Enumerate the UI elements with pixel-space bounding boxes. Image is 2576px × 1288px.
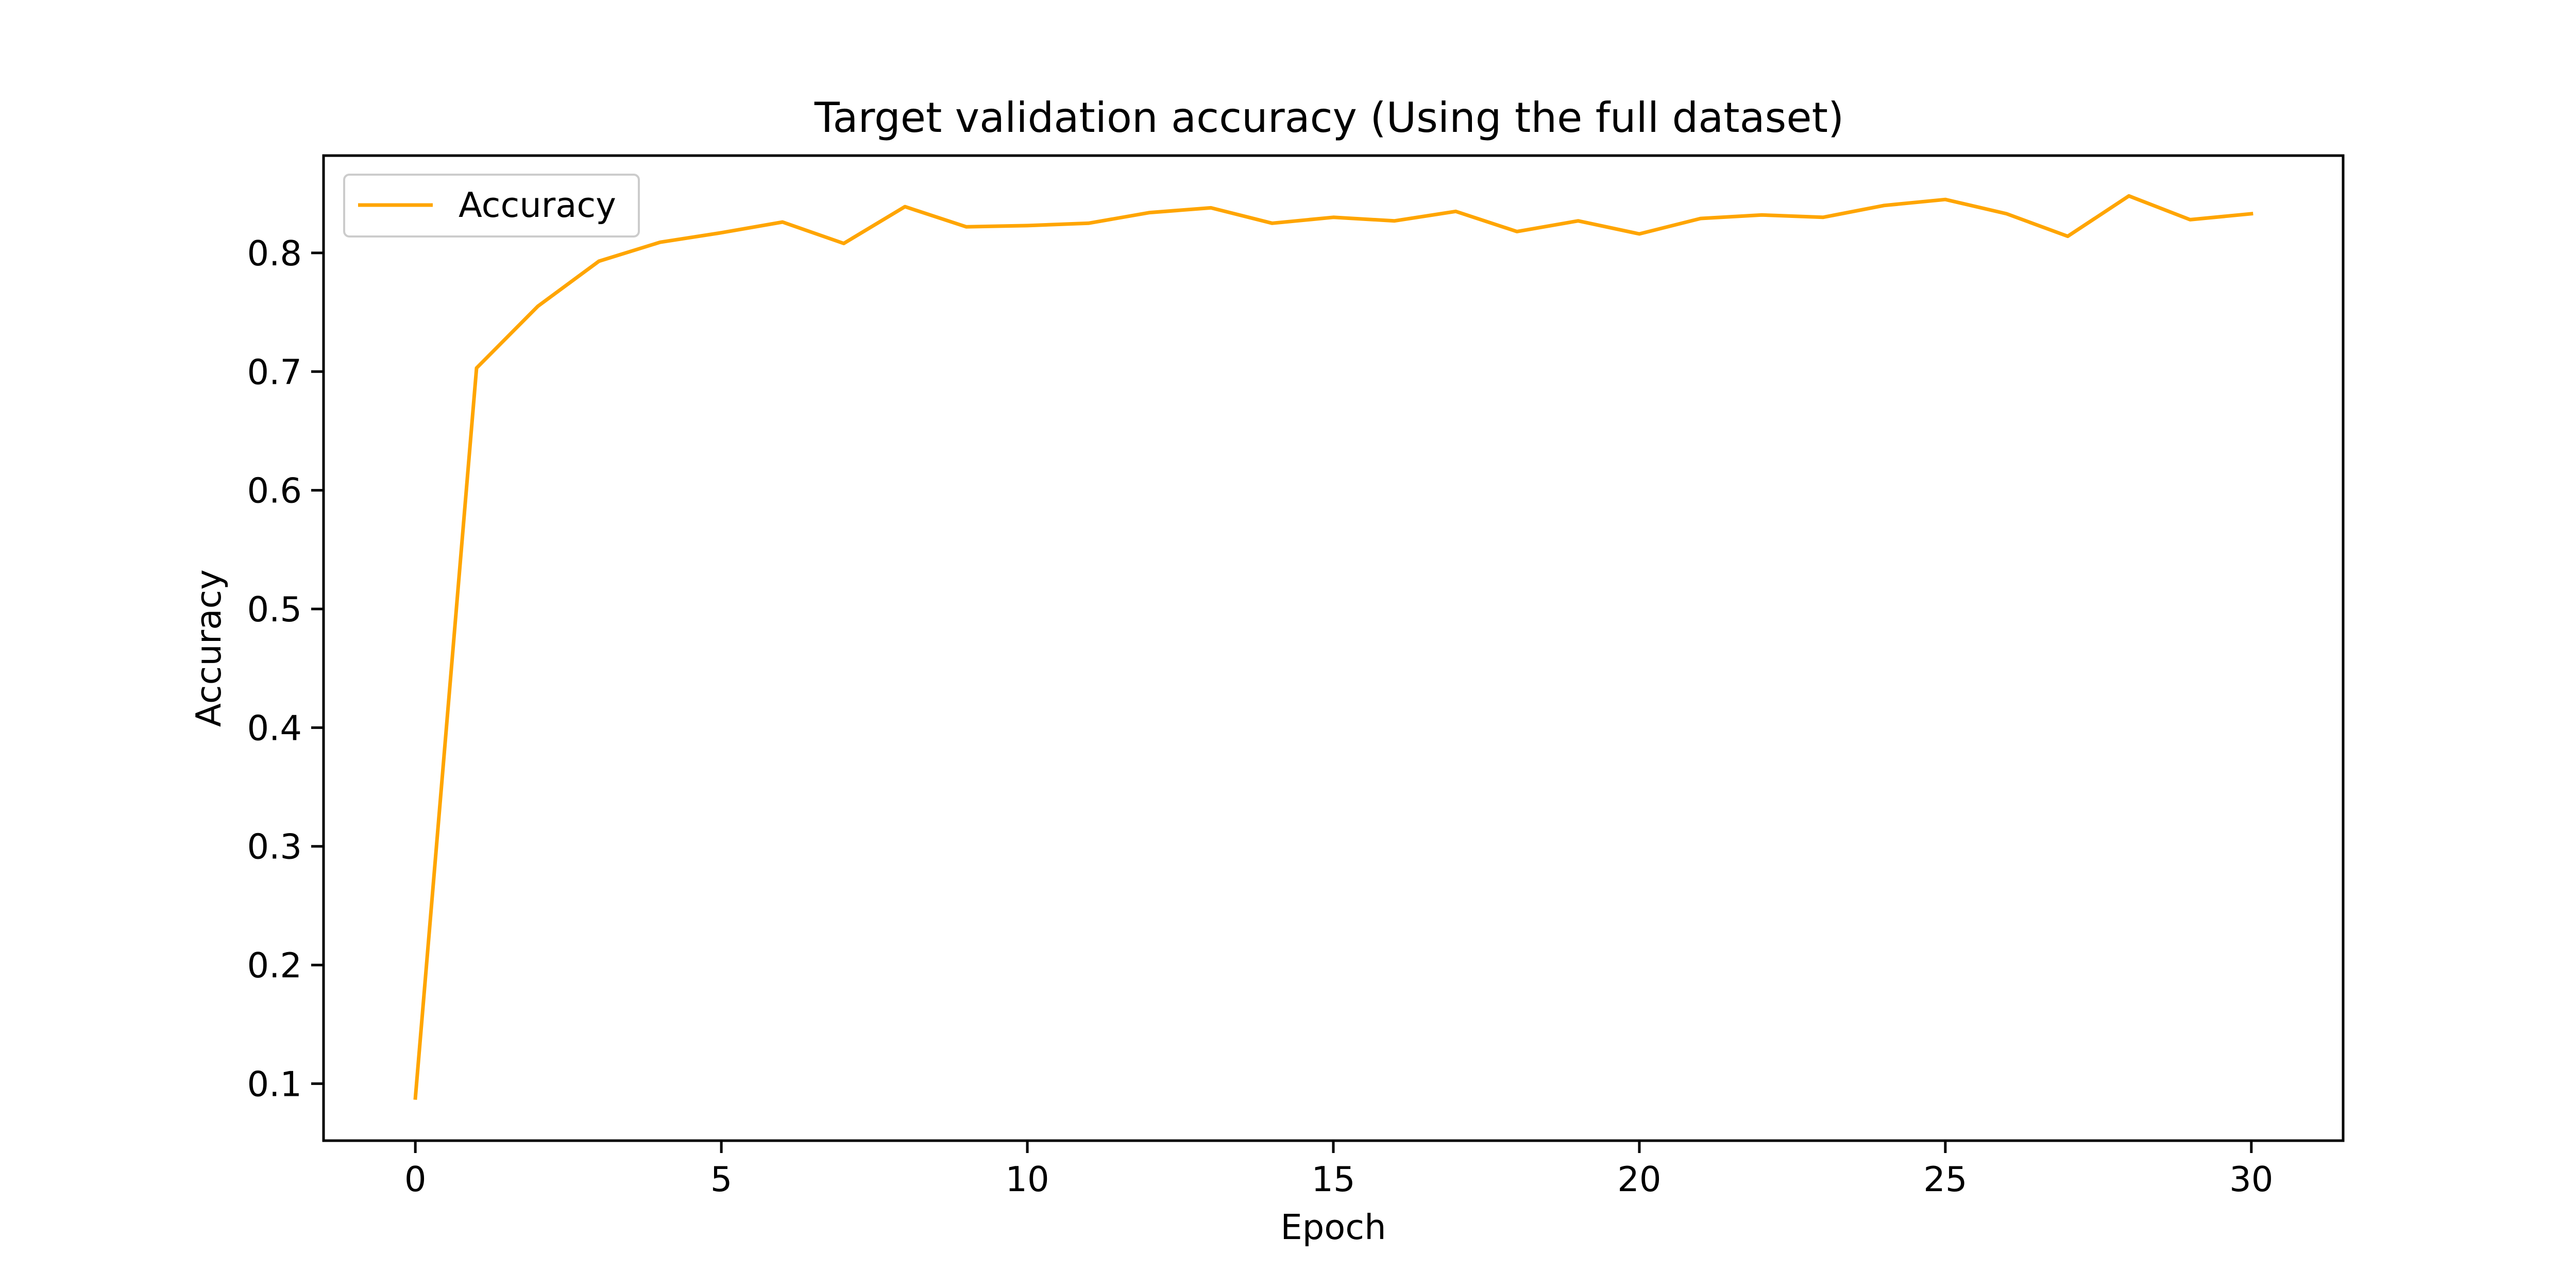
data-point (537, 306, 538, 307)
legend-box (343, 174, 640, 238)
x-tick-label: 0 (404, 1159, 427, 1199)
data-point (1884, 205, 1885, 206)
plot-area (413, 194, 2253, 1100)
x-tick-label: 25 (1923, 1159, 1967, 1199)
data-point (1455, 211, 1456, 212)
y-tick-label: 0.3 (247, 827, 302, 867)
chart-title: Target validation accuracy (Using the fu… (814, 94, 1844, 142)
data-point (2190, 219, 2191, 220)
data-point (843, 243, 844, 244)
x-tick-label: 30 (2229, 1159, 2273, 1199)
x-tick-label: 15 (1311, 1159, 1355, 1199)
y-tick-label: 0.7 (247, 352, 302, 392)
x-axis: 0 5 10 15 20 25 30 (404, 1141, 2273, 1199)
y-axis: 0.1 0.2 0.3 0.4 0.5 0.6 0.7 0.8 (247, 233, 324, 1104)
series-line-accuracy (413, 194, 2253, 1100)
legend: Accuracy (343, 174, 640, 238)
y-tick-label: 0.5 (247, 589, 302, 630)
data-point (2006, 213, 2007, 214)
data-point (1088, 223, 1089, 224)
y-tick-label: 0.6 (247, 471, 302, 511)
data-point (1149, 212, 1150, 213)
data-point (1272, 223, 1273, 224)
data-point (721, 232, 722, 233)
y-tick-label: 0.1 (247, 1064, 302, 1104)
x-tick-label: 10 (1005, 1159, 1049, 1199)
data-point (782, 222, 783, 223)
data-point (1700, 218, 1701, 219)
x-tick-label: 5 (710, 1159, 733, 1199)
x-tick-label: 20 (1617, 1159, 1661, 1199)
x-axis-label: Epoch (1280, 1207, 1386, 1247)
y-axis-label: Accuracy (189, 569, 229, 727)
y-tick-label: 0.2 (247, 945, 302, 986)
y-tick-label: 0.8 (247, 233, 302, 274)
y-tick-label: 0.4 (247, 708, 302, 748)
data-point (1027, 225, 1028, 226)
legend-label-accuracy: Accuracy (459, 185, 616, 225)
